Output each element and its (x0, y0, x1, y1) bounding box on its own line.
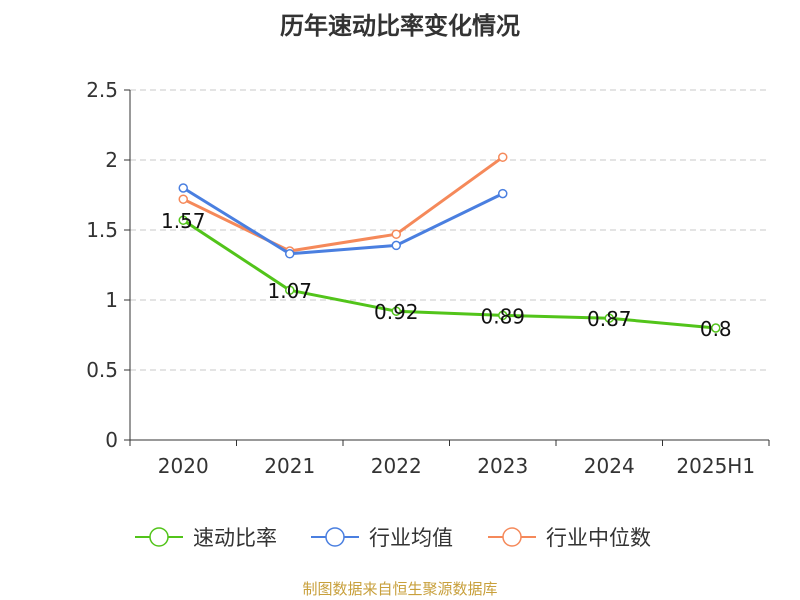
legend-label: 速动比率 (193, 526, 277, 550)
source-note: 制图数据来自恒生聚源数据库 (302, 580, 498, 598)
y-tick-label: 0.5 (86, 358, 118, 382)
data-label: 0.8 (700, 317, 732, 341)
data-label: 0.92 (374, 300, 419, 324)
data-label: 1.57 (161, 209, 206, 233)
series-line-1 (182, 186, 504, 256)
x-tick-label: 2020 (158, 454, 209, 478)
data-point (604, 313, 614, 323)
data-point (391, 306, 401, 316)
data-point (285, 285, 295, 295)
data-point (711, 323, 721, 333)
grid-lines (130, 89, 769, 371)
data-label: 0.87 (587, 307, 632, 331)
data-point (178, 215, 188, 225)
data-point (178, 183, 188, 193)
legend: 速动比率 行业均值 行业中位数 (135, 526, 651, 550)
chart-title: 历年速动比率变化情况 (280, 12, 520, 40)
axes: 0 0.5 1 1.5 2 2.5 2020 2021 2022 2023 2024 2025H1 (86, 78, 770, 478)
x-tick-label: 2024 (584, 454, 635, 478)
legend-label: 行业均值 (369, 526, 453, 550)
legend-marker (325, 527, 345, 547)
data-label: 1.07 (267, 279, 312, 303)
y-tick-label: 2 (105, 148, 118, 172)
x-tick-label: 2022 (371, 454, 422, 478)
data-point (391, 229, 401, 239)
legend-label: 行业中位数 (546, 526, 651, 550)
series-line-0 (182, 218, 716, 330)
data-point (498, 188, 508, 199)
legend-item: 速动比率 (135, 526, 277, 550)
legend-item: 行业中位数 (488, 526, 651, 550)
y-tick-label: 2.5 (86, 78, 118, 102)
y-tick-label: 1.5 (86, 218, 118, 242)
data-label: 0.89 (480, 304, 525, 328)
legend-marker (149, 527, 169, 547)
series-lines (178, 152, 721, 333)
data-labels: 1.57 1.07 0.92 0.89 0.87 0.8 (161, 209, 732, 341)
data-point (178, 194, 188, 204)
data-point (285, 249, 295, 259)
series-line-2 (182, 155, 504, 253)
data-point (391, 240, 401, 251)
data-point (498, 152, 508, 162)
y-tick-label: 1 (105, 288, 118, 312)
x-tick-label: 2023 (477, 454, 528, 478)
y-tick-label: 0 (105, 428, 118, 452)
legend-marker (502, 527, 522, 547)
legend-item: 行业均值 (311, 526, 453, 550)
x-tick-label: 2025H1 (676, 454, 755, 478)
data-point (498, 310, 508, 321)
x-tick-label: 2021 (264, 454, 315, 478)
